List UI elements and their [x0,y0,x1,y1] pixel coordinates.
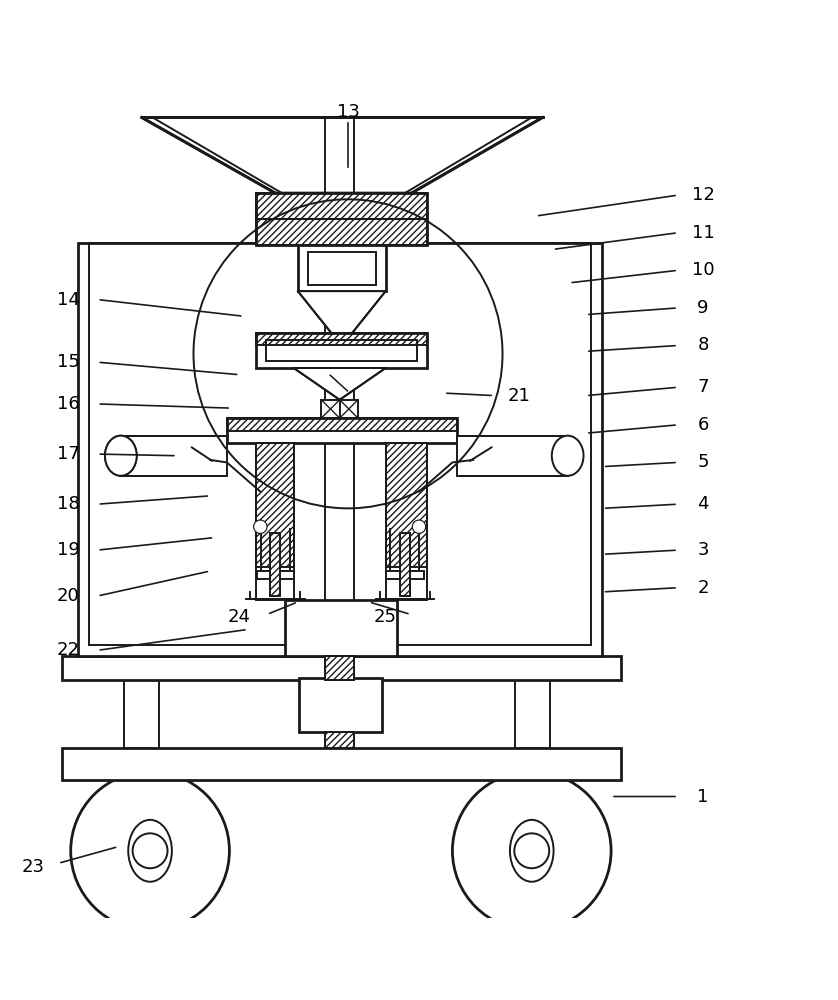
Bar [256,219,427,245]
Bar [227,418,457,443]
Text: 25: 25 [374,608,397,626]
Ellipse shape [105,436,137,476]
Bar [297,245,385,291]
Bar [400,533,410,596]
Polygon shape [121,436,227,476]
Bar [256,193,427,219]
Text: 22: 22 [57,641,80,659]
Circle shape [412,520,426,533]
Bar [385,443,427,600]
Bar [256,443,293,600]
Bar [400,533,410,596]
Text: 18: 18 [57,495,80,513]
Text: 16: 16 [57,395,80,413]
Bar [256,193,427,245]
Polygon shape [142,117,543,193]
Polygon shape [293,368,385,400]
Text: 15: 15 [57,353,80,371]
Polygon shape [297,291,385,333]
Circle shape [254,520,267,533]
Bar [298,678,382,732]
Text: 2: 2 [697,579,709,597]
Text: 14: 14 [57,291,80,309]
Text: 8: 8 [697,336,709,354]
Text: 23: 23 [22,858,44,876]
Bar [286,600,397,656]
Text: 3: 3 [697,541,709,559]
Polygon shape [457,436,567,476]
Bar [385,443,427,567]
Text: 21: 21 [508,387,530,405]
Bar [271,533,281,596]
Text: 13: 13 [337,103,360,121]
Bar [325,732,354,748]
Text: 6: 6 [697,416,709,434]
Bar [78,243,602,656]
Text: 17: 17 [57,445,80,463]
Text: 11: 11 [691,224,714,242]
Bar [61,748,621,780]
Bar [308,252,375,285]
Text: 1: 1 [697,788,709,806]
Bar [339,400,358,418]
Bar [386,571,423,579]
Bar [61,656,621,680]
Circle shape [515,833,549,868]
Bar [321,400,339,418]
Text: 7: 7 [697,378,709,396]
Bar [325,656,354,680]
Bar [271,533,281,596]
Bar [325,656,354,680]
Text: 19: 19 [57,541,80,559]
Bar [256,333,427,345]
Text: 20: 20 [57,587,80,605]
Bar [124,680,159,748]
Circle shape [70,771,230,930]
Bar [266,340,417,361]
Bar [89,243,591,645]
Ellipse shape [105,436,137,476]
Text: 9: 9 [697,299,709,317]
Bar [256,443,293,567]
Circle shape [453,771,611,930]
Bar [256,571,294,579]
Text: 4: 4 [697,495,709,513]
Bar [515,680,550,748]
Text: 24: 24 [228,608,251,626]
Bar [227,418,457,431]
Circle shape [132,833,168,868]
Bar [256,333,427,368]
Text: 12: 12 [691,186,715,204]
Ellipse shape [551,436,583,476]
Text: 5: 5 [697,453,709,471]
Text: 10: 10 [691,261,714,279]
Bar [325,732,354,748]
